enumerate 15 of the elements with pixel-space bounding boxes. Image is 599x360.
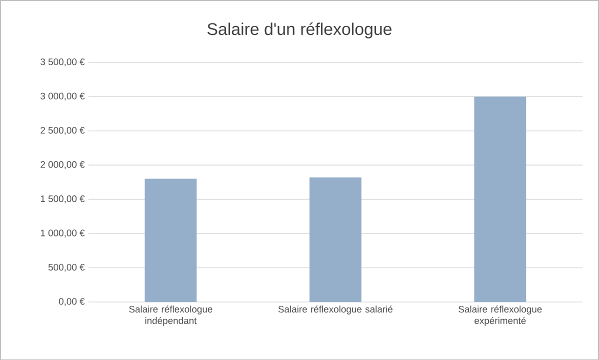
y-tick-label: 2 000,00 € <box>40 160 85 169</box>
bar <box>144 178 197 302</box>
y-tick-label: 1 500,00 € <box>40 195 85 204</box>
x-tick-label: Salaire réflexologue indépendant <box>129 305 212 326</box>
x-tick-label: Salaire réflexologue salarié <box>278 305 392 314</box>
y-tick-label: 3 500,00 € <box>40 58 85 66</box>
y-tick-label: 0,00 € <box>58 298 85 306</box>
bar <box>309 177 362 302</box>
y-tick-label: 2 500,00 € <box>40 126 85 135</box>
y-tick-label: 1 000,00 € <box>40 229 85 238</box>
y-tick-label: 500,00 € <box>48 264 85 272</box>
bar <box>474 96 526 302</box>
chart-title: Salaire d'un réflexologue <box>207 22 392 38</box>
x-tick-label: Salaire réflexologue expérimenté <box>458 305 542 326</box>
y-tick-label: 3 000,00 € <box>40 92 85 100</box>
